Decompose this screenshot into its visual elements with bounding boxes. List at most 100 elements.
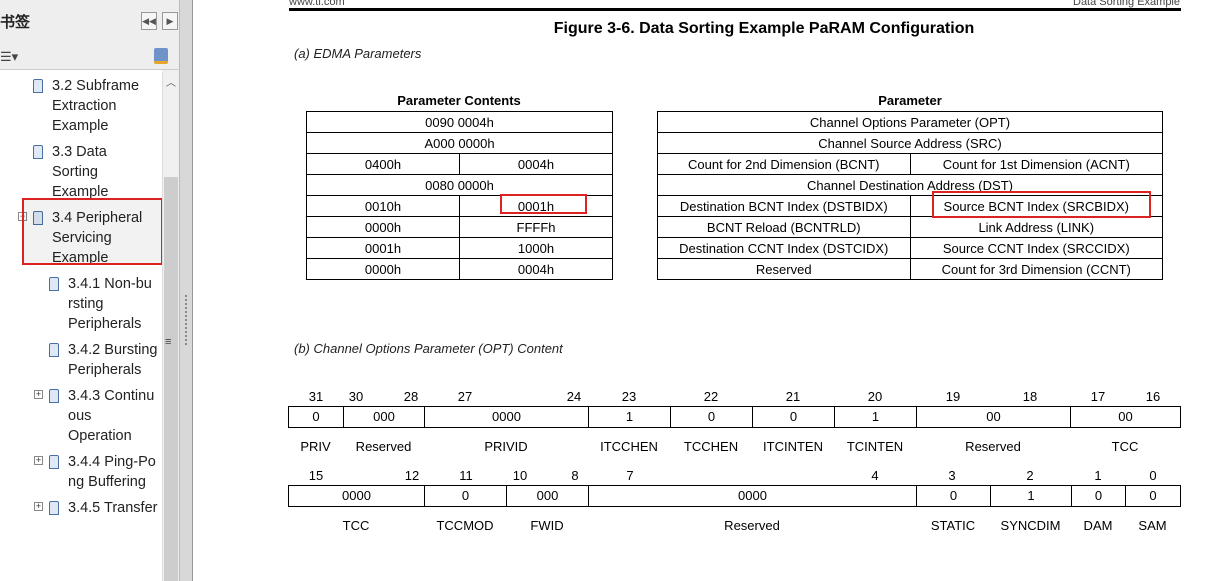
bookmark-item[interactable]: 3.4.1 Non-bu [68,276,152,292]
bit-number: 2 [1026,468,1034,483]
bookmark-item[interactable]: Peripherals [68,362,142,378]
table-cell: Destination CCNT Index (DSTCIDX) [657,237,911,259]
bookmark-item[interactable]: 3.4.4 Ping-Po [68,454,156,470]
bookmark-icon [49,343,59,357]
bit-field-name: DAM [1083,518,1113,533]
bit-field-name: Reserved [724,518,780,533]
table-cell: 0090 0004h [306,111,613,133]
expand-panel-button[interactable]: ▶ [162,12,178,30]
table-cell: A000 0000h [306,132,613,154]
expand-icon[interactable]: + [34,389,43,399]
bit-field-value: 0 [670,406,753,428]
bit-field-value: 0000 [588,485,917,507]
bookmark-item[interactable]: rsting [68,296,104,312]
bookmark-item[interactable]: 3.4.2 Bursting [68,342,158,358]
bookmark-item[interactable]: Peripherals [68,316,142,332]
bookmark-icon [49,277,59,291]
bookmark-add-icon[interactable] [154,48,168,64]
bit-number: 28 [403,389,419,404]
table-row: 0080 0000h [306,174,613,196]
table-cell: Channel Destination Address (DST) [657,174,1163,196]
bookmark-item[interactable]: Example [52,184,109,200]
bookmark-item[interactable]: Example [52,118,109,134]
scroll-up-icon[interactable]: ︿ [166,78,176,89]
bit-field-name: FWID [530,518,564,533]
bookmark-item[interactable]: Operation [68,428,132,444]
bit-field-name: TCINTEN [846,439,904,454]
bookmark-item[interactable]: 3.3 Data [52,144,107,160]
bit-number: 7 [626,468,634,483]
table-cell: Count for 1st Dimension (ACNT) [909,153,1163,175]
bit-number: 4 [871,468,879,483]
table-cell: Link Address (LINK) [909,216,1163,238]
bookmark-item[interactable]: Extraction [52,98,117,114]
bookmark-icon [33,211,43,225]
bit-field-name: PRIVID [484,439,528,454]
param-contents-table: 0090 0004h A000 0000h 0400h 0004h 0080 0000h… [306,111,613,280]
table-row: BCNT Reload (BCNTRLD) Link Address (LINK) [657,216,1163,238]
collapse-panel-button[interactable]: ◀◀ [141,12,157,30]
bit-number: 30 [348,389,364,404]
section-a-label: (a) EDMA Parameters [294,46,422,61]
table-row: Destination CCNT Index (DSTCIDX) Source C… [657,237,1163,259]
scrollbar[interactable]: ︿ ≡ [162,72,178,581]
table-cell: Count for 3rd Dimension (CCNT) [909,258,1163,280]
bookmark-item[interactable]: ng Buffering [68,474,146,490]
bit-number: 10 [512,468,528,483]
bit-number: 21 [785,389,801,404]
table-row: 0400h 0004h [306,153,613,175]
bookmark-item[interactable]: ous [68,408,92,424]
bookmark-item[interactable]: 3.2 Subframe [52,78,140,94]
bit-field-value: 0 [1071,485,1126,507]
bookmark-item[interactable]: Servicing [52,230,112,246]
table-row: 0000h 0004h [306,258,613,280]
table-row: Channel Options Parameter (OPT) [657,111,1163,133]
bit-field-name: SAM [1138,518,1167,533]
bit-field-value: 0 [752,406,835,428]
table-row: Channel Destination Address (DST) [657,174,1163,196]
options-menu-icon[interactable]: ☰▾ [0,49,19,64]
bookmark-item[interactable]: 3.4.3 Continu [68,388,155,404]
panel-title: 书签 [0,14,31,31]
figure-title: Figure 3-6. Data Sorting Example PaRAM C… [553,20,975,37]
bit-field-name: Reserved [355,439,412,454]
bit-field-name: PRIV [300,439,331,454]
bookmark-icon [49,455,59,469]
table-cell: 1000h [459,237,613,259]
table-cell: 0004h [459,258,613,280]
bookmarks-toolbar: ☰▾ [0,40,180,70]
scrollbar-thumb[interactable] [164,177,178,581]
bit-number: 17 [1090,389,1106,404]
bit-number: 8 [571,468,579,483]
panel-splitter[interactable] [180,0,193,581]
bit-field-value: 0 [916,485,991,507]
table-row: Reserved Count for 3rd Dimension (CCNT) [657,258,1163,280]
table-row: 0000h FFFFh [306,216,613,238]
bookmark-item[interactable]: Example [52,250,109,266]
bit-field-name: STATIC [930,518,976,533]
bit-number: 20 [867,389,883,404]
bookmark-item[interactable]: Sorting [52,164,98,180]
section-b-label: (b) Channel Options Parameter (OPT) Cont… [294,341,563,356]
table-row: 0001h 1000h [306,237,613,259]
document-page [194,0,1228,581]
bookmark-item[interactable]: 3.4.5 Transfer [68,500,158,516]
bit-number: 0 [1149,468,1157,483]
table-cell: FFFFh [459,216,613,238]
bit-number: 24 [566,389,582,404]
table-cell: Channel Source Address (SRC) [657,132,1163,154]
table-cell: Channel Options Parameter (OPT) [657,111,1163,133]
expand-icon[interactable]: + [34,455,43,465]
table-cell: 0400h [306,153,460,175]
table-cell: Source CCNT Index (SRCCIDX) [909,237,1163,259]
grip-icon: ≡ [165,336,172,348]
bit-field-name: ITCCHEN [600,439,658,454]
bookmark-item[interactable]: 3.4 Peripheral [52,210,143,226]
bit-field-value: 0 [288,406,344,428]
bit-field-name: TCC [1111,439,1139,454]
bit-number: 3 [948,468,956,483]
bookmark-tree: Examples3.1 Block MoveExample3.2 Subfram… [0,70,162,581]
bit-field-value: 00 [1070,406,1181,428]
table-cell: Source BCNT Index (SRCBIDX) [909,195,1163,217]
expand-icon[interactable]: + [34,501,43,511]
